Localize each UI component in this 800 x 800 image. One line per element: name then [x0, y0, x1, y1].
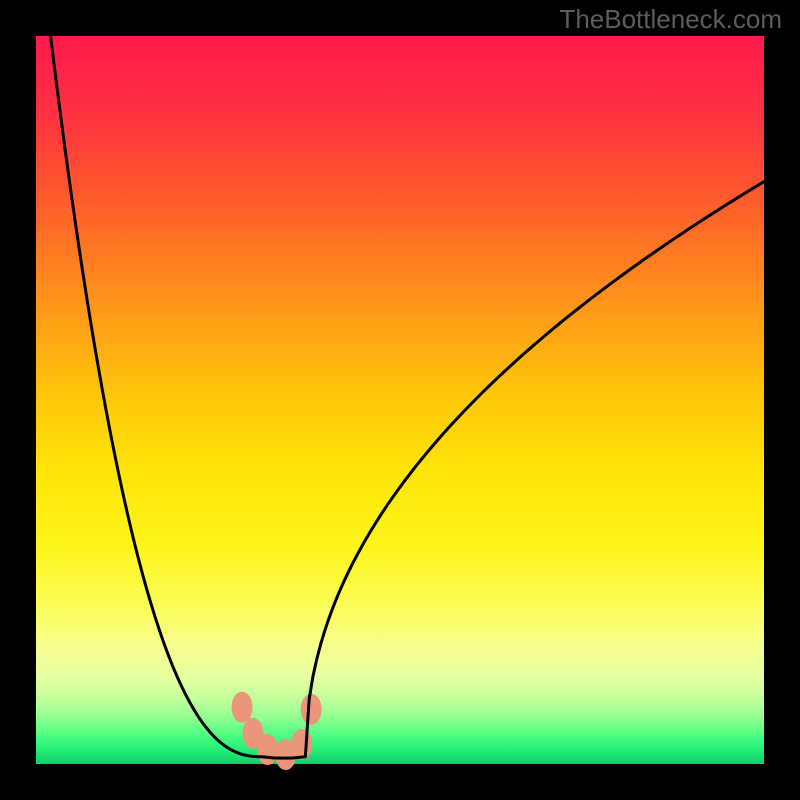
valley-marker — [258, 734, 278, 764]
valley-marker — [301, 694, 321, 724]
valley-marker — [292, 729, 312, 759]
bottleneck-curve — [51, 36, 764, 758]
valley-marker — [232, 692, 252, 722]
chart-container: TheBottleneck.com — [0, 0, 800, 800]
watermark-text: TheBottleneck.com — [559, 4, 782, 35]
curve-layer — [36, 36, 764, 764]
plot-area — [36, 36, 764, 764]
